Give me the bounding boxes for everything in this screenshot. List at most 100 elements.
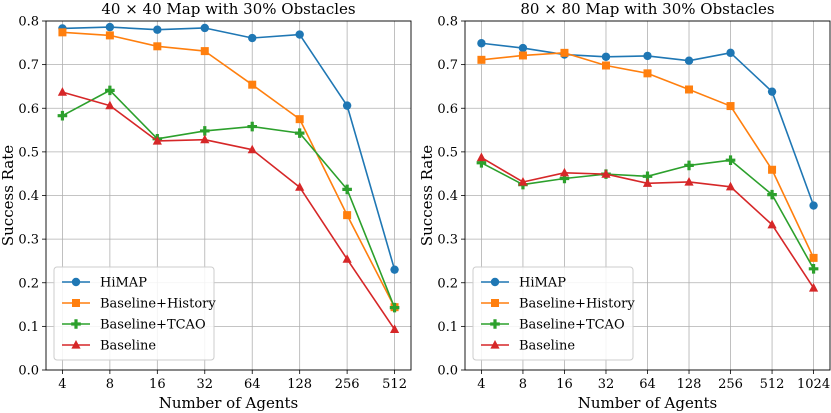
data-point bbox=[808, 282, 819, 292]
data-point bbox=[477, 39, 486, 48]
data-point bbox=[560, 48, 569, 57]
data-point bbox=[105, 85, 115, 96]
x-tick-label: 256 bbox=[335, 377, 360, 392]
data-point bbox=[342, 101, 352, 110]
data-point bbox=[58, 28, 67, 37]
legend-label: Baseline bbox=[100, 339, 156, 354]
plot-frame bbox=[45, 20, 412, 371]
data-point bbox=[518, 176, 528, 186]
series-baseline bbox=[476, 152, 819, 292]
data-point bbox=[389, 324, 400, 334]
data-point bbox=[808, 263, 819, 274]
legend: HiMAP Baseline+History Baseline+TCAO Baseli… bbox=[53, 266, 216, 361]
plot-frame bbox=[464, 20, 831, 371]
data-point bbox=[199, 126, 210, 136]
data-point bbox=[152, 135, 162, 145]
data-point bbox=[642, 171, 653, 182]
data-point bbox=[809, 201, 818, 210]
legend-marker bbox=[490, 319, 500, 329]
legend-label: Baseline+TCAO bbox=[100, 318, 206, 333]
data-point bbox=[726, 102, 735, 111]
data-point bbox=[725, 155, 736, 165]
x-tick-label: 32 bbox=[197, 377, 214, 392]
data-point bbox=[643, 51, 652, 61]
legend-entry: Baseline+History bbox=[62, 297, 216, 312]
series-line bbox=[62, 89, 396, 308]
data-point bbox=[767, 189, 777, 200]
x-tick-label: 4 bbox=[58, 377, 66, 392]
data-point bbox=[518, 43, 528, 53]
legend-marker bbox=[71, 277, 81, 287]
legend-entry: HiMAP bbox=[62, 276, 147, 291]
data-point bbox=[105, 100, 115, 110]
data-point bbox=[601, 169, 611, 178]
x-tick-label: 16 bbox=[149, 377, 166, 392]
data-point bbox=[247, 144, 257, 154]
x-tick-label: 512 bbox=[760, 377, 785, 392]
series-line bbox=[62, 26, 396, 270]
series-line bbox=[62, 31, 396, 308]
y-tick-label: 0.1 bbox=[437, 320, 458, 335]
y-tick-label: 0.3 bbox=[18, 233, 39, 248]
chart-title: 80 × 80 Map with 30% Obstacles bbox=[520, 0, 774, 18]
x-tick-label: 8 bbox=[106, 377, 114, 392]
data-point bbox=[200, 23, 209, 33]
data-point bbox=[518, 51, 527, 60]
y-tick-label: 0.7 bbox=[18, 58, 39, 73]
data-point bbox=[767, 87, 777, 96]
legend-entry: HiMAP bbox=[481, 276, 566, 291]
x-tick-label: 8 bbox=[519, 377, 527, 392]
data-point bbox=[477, 55, 486, 64]
legend-label: Baseline+History bbox=[519, 297, 635, 312]
y-tick-label: 0.0 bbox=[437, 364, 458, 379]
data-point bbox=[105, 31, 114, 40]
legend-label: Baseline bbox=[519, 339, 575, 354]
data-point bbox=[342, 254, 352, 263]
legend-label: HiMAP bbox=[100, 276, 147, 291]
data-point bbox=[684, 56, 694, 65]
legend-entry: Baseline bbox=[481, 339, 575, 354]
legend-entry: Baseline+TCAO bbox=[62, 318, 206, 333]
series-himap bbox=[58, 22, 399, 274]
legend-marker bbox=[72, 299, 80, 307]
y-tick-label: 0.2 bbox=[437, 276, 458, 291]
legend-marker bbox=[490, 277, 500, 287]
series-baseline-history bbox=[477, 48, 818, 262]
data-point bbox=[809, 253, 818, 262]
series-line bbox=[62, 91, 396, 330]
data-point bbox=[559, 167, 570, 177]
data-point bbox=[295, 115, 304, 124]
y-tick-label: 0.8 bbox=[437, 15, 458, 30]
data-point bbox=[200, 47, 209, 56]
y-tick-label: 0.5 bbox=[437, 145, 458, 160]
data-point bbox=[294, 128, 305, 138]
data-point bbox=[726, 48, 735, 58]
data-point bbox=[601, 52, 611, 61]
data-point bbox=[153, 42, 162, 51]
y-tick-label: 0.3 bbox=[437, 233, 458, 248]
data-point bbox=[57, 110, 68, 121]
legend-entry: Baseline+History bbox=[481, 297, 635, 312]
chart-panel-1: 0.0 0.1 0.2 0.3 0.4 0.5 0.6 0.7 0.8 4 8 16 32 64 128 25… bbox=[0, 0, 412, 412]
x-tick-label: 512 bbox=[382, 377, 407, 392]
legend-label: Baseline+TCAO bbox=[519, 318, 625, 333]
x-axis-title: Number of Agents bbox=[578, 394, 717, 412]
y-axis-title: Success Rate bbox=[418, 145, 436, 246]
x-tick-label: 1024 bbox=[797, 377, 830, 392]
data-point bbox=[247, 121, 258, 132]
data-point bbox=[295, 182, 305, 191]
data-point bbox=[684, 160, 694, 171]
x-tick-label: 128 bbox=[677, 377, 702, 392]
x-tick-label: 4 bbox=[477, 377, 485, 392]
x-tick-label: 32 bbox=[598, 377, 615, 392]
data-point bbox=[248, 80, 257, 89]
data-point bbox=[559, 173, 570, 184]
data-point bbox=[643, 69, 652, 78]
data-point bbox=[343, 211, 352, 220]
data-point bbox=[601, 61, 610, 70]
data-point bbox=[684, 176, 694, 186]
y-tick-label: 0.1 bbox=[18, 320, 39, 335]
x-tick-label: 64 bbox=[244, 377, 261, 392]
data-point bbox=[153, 25, 162, 34]
